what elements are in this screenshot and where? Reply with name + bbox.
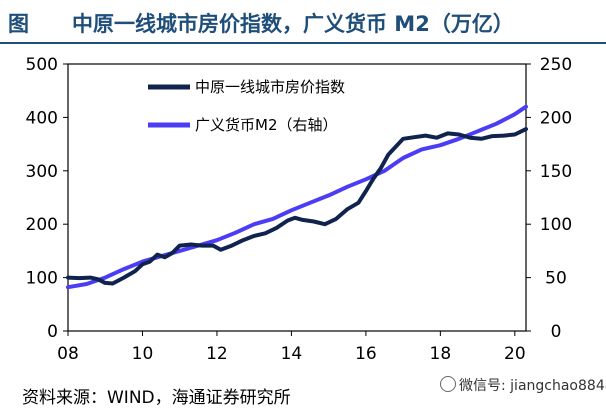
y-right-tick-label: 200	[540, 108, 572, 128]
chart-title: 中原一线城市房价指数，广义货币 M2（万亿）	[72, 12, 514, 36]
y-left-tick-label: 100	[26, 269, 58, 289]
wechat-icon	[440, 376, 456, 392]
series-line-index	[66, 127, 528, 286]
x-tick-label: 18	[430, 344, 452, 364]
figure-label: 图	[8, 12, 29, 36]
watermark-text: 微信号: jiangchao8848	[459, 378, 606, 394]
x-tick-label: 14	[281, 344, 303, 364]
plot-frame	[67, 63, 527, 332]
y-left-tick-label: 500	[26, 55, 58, 75]
x-tick-label: 20	[504, 344, 526, 364]
y-left-tick-label: 300	[26, 162, 58, 182]
y-left-tick-label: 200	[26, 215, 58, 235]
series-line-m2	[66, 104, 528, 290]
y-left-tick-label: 0	[47, 322, 58, 342]
x-tick-label: 16	[355, 344, 377, 364]
legend-label-index: 中原一线城市房价指数	[195, 78, 345, 96]
y-right-tick-label: 150	[540, 162, 572, 182]
title-bar: 图 中原一线城市房价指数，广义货币 M2（万亿）	[0, 0, 606, 44]
y-right-tick-label: 0	[551, 322, 562, 342]
y-right-tick-label: 250	[540, 55, 572, 75]
y-left-tick-label: 400	[26, 108, 58, 128]
x-tick-label: 08	[57, 344, 79, 364]
x-tick-label: 10	[132, 344, 154, 364]
x-tick-label: 12	[206, 344, 228, 364]
y-right-tick-label: 100	[540, 215, 572, 235]
source-note: 资料来源：WIND，海通证券研究所	[22, 388, 291, 408]
watermark: 微信号: jiangchao8848	[436, 375, 606, 397]
y-right-tick-label: 50	[545, 269, 567, 289]
legend-label-m2: 广义货币M2（右轴）	[195, 116, 338, 134]
